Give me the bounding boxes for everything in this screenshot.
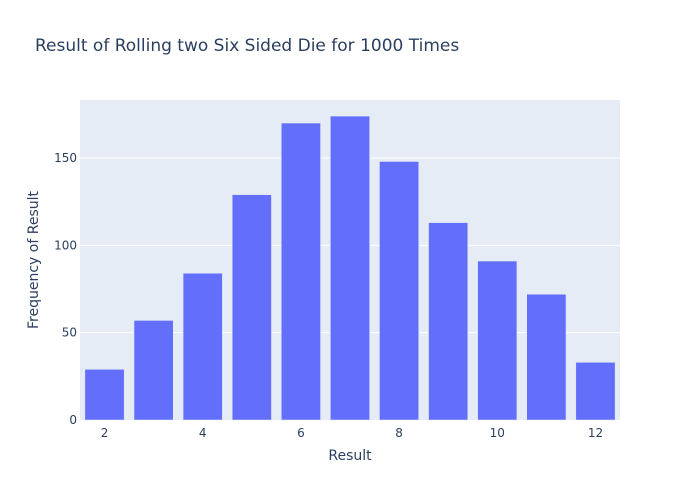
bar-8 bbox=[379, 161, 419, 421]
y-tick-label: 100 bbox=[54, 238, 77, 252]
y-axis-ticks: 0 50 100 150 bbox=[54, 151, 77, 427]
y-tick-label: 50 bbox=[62, 326, 77, 340]
bar-12 bbox=[575, 362, 616, 421]
bar-4 bbox=[182, 273, 223, 421]
bar-3 bbox=[133, 320, 174, 421]
bar-2 bbox=[84, 369, 125, 421]
x-tick-label: 2 bbox=[101, 426, 109, 440]
bar-10 bbox=[477, 260, 518, 421]
bars bbox=[84, 115, 616, 421]
bar-6 bbox=[281, 122, 321, 421]
y-tick-label: 0 bbox=[69, 413, 77, 427]
y-axis-title: Frequency of Result bbox=[26, 191, 42, 329]
bar-7 bbox=[330, 115, 370, 421]
bar-5 bbox=[231, 194, 272, 421]
x-tick-label: 10 bbox=[490, 426, 505, 440]
x-axis-ticks: 2 4 6 8 10 12 bbox=[101, 426, 603, 440]
x-axis-title: Result bbox=[328, 448, 372, 464]
bar-9 bbox=[428, 222, 469, 421]
chart-title: Result of Rolling two Six Sided Die for … bbox=[35, 36, 459, 56]
x-tick-label: 4 bbox=[199, 426, 207, 440]
x-tick-label: 8 bbox=[395, 426, 403, 440]
bar-11 bbox=[526, 293, 567, 421]
y-tick-label: 150 bbox=[54, 151, 77, 165]
x-tick-label: 6 bbox=[297, 426, 305, 440]
x-tick-label: 12 bbox=[588, 426, 603, 440]
